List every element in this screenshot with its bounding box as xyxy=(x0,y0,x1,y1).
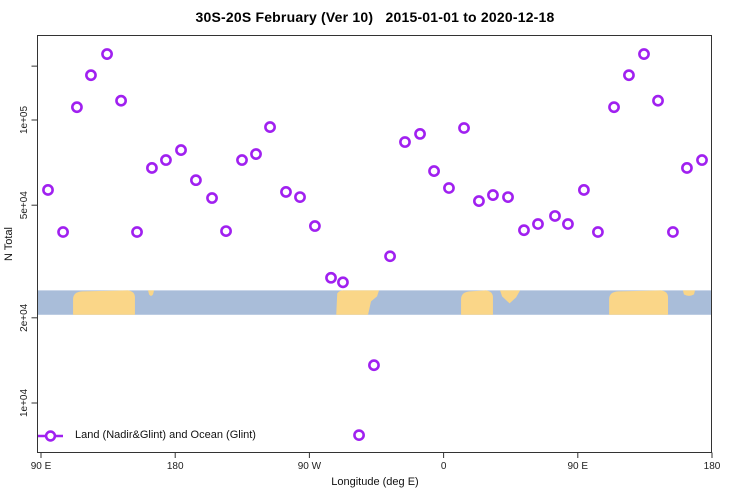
data-point xyxy=(131,226,143,238)
legend-label: Land (Nadir&Glint) and Ocean (Glint) xyxy=(75,429,256,441)
chart-title: 30S-20S February (Ver 10) 2015-01-01 to … xyxy=(195,9,555,25)
data-point xyxy=(146,162,158,174)
data-point xyxy=(592,226,604,238)
y-tick-label: 2e+04 xyxy=(19,303,30,332)
land-australia xyxy=(73,290,135,315)
data-point xyxy=(42,184,54,196)
y-tick-label: 5e+04 xyxy=(19,191,30,220)
land-madagascar xyxy=(500,290,521,304)
y-tick-label: 1e+05 xyxy=(19,106,30,135)
data-point xyxy=(353,429,365,442)
legend-marker-circle xyxy=(44,430,57,442)
data-point xyxy=(473,195,485,207)
data-point xyxy=(681,162,693,174)
data-point xyxy=(175,144,187,156)
x-tick-label: 90 E xyxy=(568,461,589,472)
data-point xyxy=(443,182,455,194)
data-point xyxy=(220,225,232,237)
data-point xyxy=(502,191,514,204)
data-point xyxy=(608,101,620,114)
data-point xyxy=(236,154,248,166)
data-point xyxy=(115,94,127,107)
data-point xyxy=(562,218,574,230)
data-point xyxy=(384,250,396,263)
data-point xyxy=(309,220,321,232)
data-point xyxy=(667,226,679,238)
data-point xyxy=(250,148,262,160)
data-point xyxy=(71,101,83,114)
x-tick-label: 90 W xyxy=(298,461,322,472)
data-point xyxy=(458,122,470,134)
data-point xyxy=(696,154,708,166)
data-point xyxy=(399,136,411,148)
data-point xyxy=(57,226,69,238)
data-point xyxy=(549,210,561,222)
data-point xyxy=(414,128,426,140)
x-tick-label: 180 xyxy=(167,461,184,472)
data-point xyxy=(368,359,380,372)
data-point xyxy=(428,165,440,177)
data-point xyxy=(325,271,337,284)
land-south-america xyxy=(336,290,380,315)
y-tick-label: 1e+04 xyxy=(19,389,30,418)
data-point xyxy=(101,48,113,60)
data-point xyxy=(652,94,664,107)
x-tick-label: 90 E xyxy=(31,461,52,472)
land-australia-repeat xyxy=(609,290,669,315)
data-point xyxy=(638,48,650,60)
data-point xyxy=(85,69,97,82)
data-point xyxy=(578,184,590,196)
data-point xyxy=(623,69,635,82)
x-tick-label: 180 xyxy=(704,461,721,472)
x-axis-title: Longitude (deg E) xyxy=(331,476,419,488)
plot-border xyxy=(37,35,712,453)
data-point xyxy=(294,191,306,204)
y-axis-title: N Total xyxy=(3,226,15,262)
data-point xyxy=(264,121,276,133)
data-point xyxy=(487,189,499,201)
data-point xyxy=(190,174,202,187)
data-point xyxy=(518,224,530,237)
data-point xyxy=(532,218,544,230)
x-tick-label: 0 xyxy=(441,461,447,472)
data-point xyxy=(206,192,218,204)
land-new-caledonia xyxy=(148,290,155,296)
land-new-caledonia-repeat xyxy=(682,290,696,296)
data-point xyxy=(280,186,292,198)
land-southern-africa xyxy=(461,290,493,315)
data-point xyxy=(160,154,172,166)
data-point xyxy=(337,276,349,289)
